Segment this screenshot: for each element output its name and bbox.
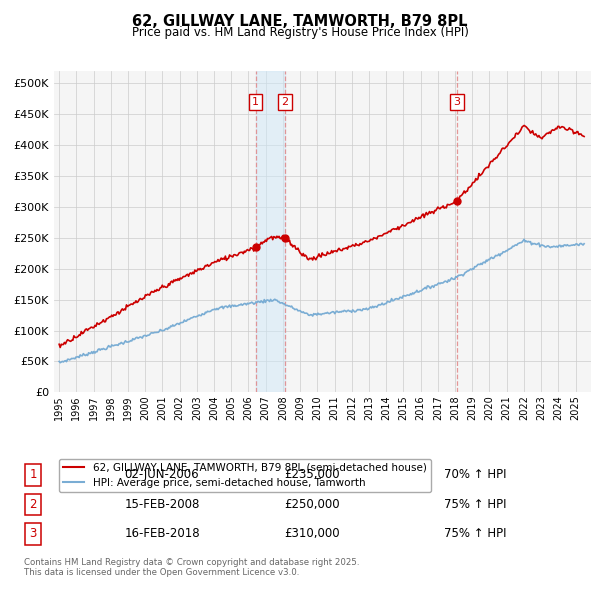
Text: 62, GILLWAY LANE, TAMWORTH, B79 8PL: 62, GILLWAY LANE, TAMWORTH, B79 8PL	[132, 14, 468, 29]
Text: £235,000: £235,000	[284, 468, 340, 481]
Text: 70% ↑ HPI: 70% ↑ HPI	[444, 468, 506, 481]
Text: 75% ↑ HPI: 75% ↑ HPI	[444, 527, 506, 540]
Text: 2: 2	[29, 498, 37, 511]
Text: £310,000: £310,000	[284, 527, 340, 540]
Text: 2: 2	[281, 97, 289, 107]
Bar	[256, 71, 285, 392]
Text: 02-JUN-2006: 02-JUN-2006	[125, 468, 199, 481]
Text: 1: 1	[252, 97, 259, 107]
Text: Contains HM Land Registry data © Crown copyright and database right 2025.
This d: Contains HM Land Registry data © Crown c…	[24, 558, 359, 577]
Text: Price paid vs. HM Land Registry's House Price Index (HPI): Price paid vs. HM Land Registry's House …	[131, 26, 469, 39]
Text: 1: 1	[29, 468, 37, 481]
Text: 16-FEB-2018: 16-FEB-2018	[124, 527, 200, 540]
Legend: 62, GILLWAY LANE, TAMWORTH, B79 8PL (semi-detached house), HPI: Average price, s: 62, GILLWAY LANE, TAMWORTH, B79 8PL (sem…	[59, 458, 431, 492]
Text: 75% ↑ HPI: 75% ↑ HPI	[444, 498, 506, 511]
Text: £250,000: £250,000	[284, 498, 340, 511]
Text: 3: 3	[454, 97, 461, 107]
Text: 15-FEB-2008: 15-FEB-2008	[124, 498, 200, 511]
Text: 3: 3	[29, 527, 37, 540]
